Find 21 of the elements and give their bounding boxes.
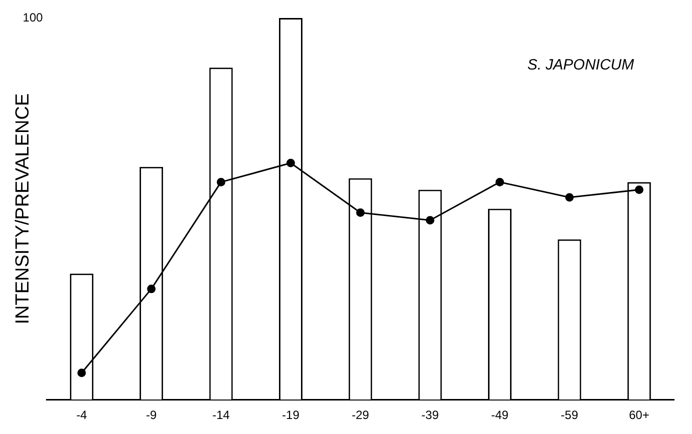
x-tick-label: 60+ [628,408,650,422]
point [634,185,644,194]
point [147,284,156,294]
x-tick-label: -29 [352,408,370,422]
x-tick-label: -14 [212,408,230,422]
point [356,208,365,217]
point [286,158,295,168]
text: 100 [22,10,44,24]
x-tick-label: -49 [491,408,509,422]
y-axis-title: INTENSITY/PREVALENCE [12,93,34,324]
x-tick-label: -9 [146,408,157,422]
point [426,216,434,224]
text: S. JAPONICUM [527,56,634,74]
point [216,178,226,186]
point [565,193,574,202]
point [496,178,504,186]
x-tick-label: -19 [282,408,300,422]
x-tick-label: -59 [560,408,578,422]
point [77,368,86,378]
x-tick-label: -39 [421,408,440,422]
x-tick-label: -4 [76,408,88,422]
